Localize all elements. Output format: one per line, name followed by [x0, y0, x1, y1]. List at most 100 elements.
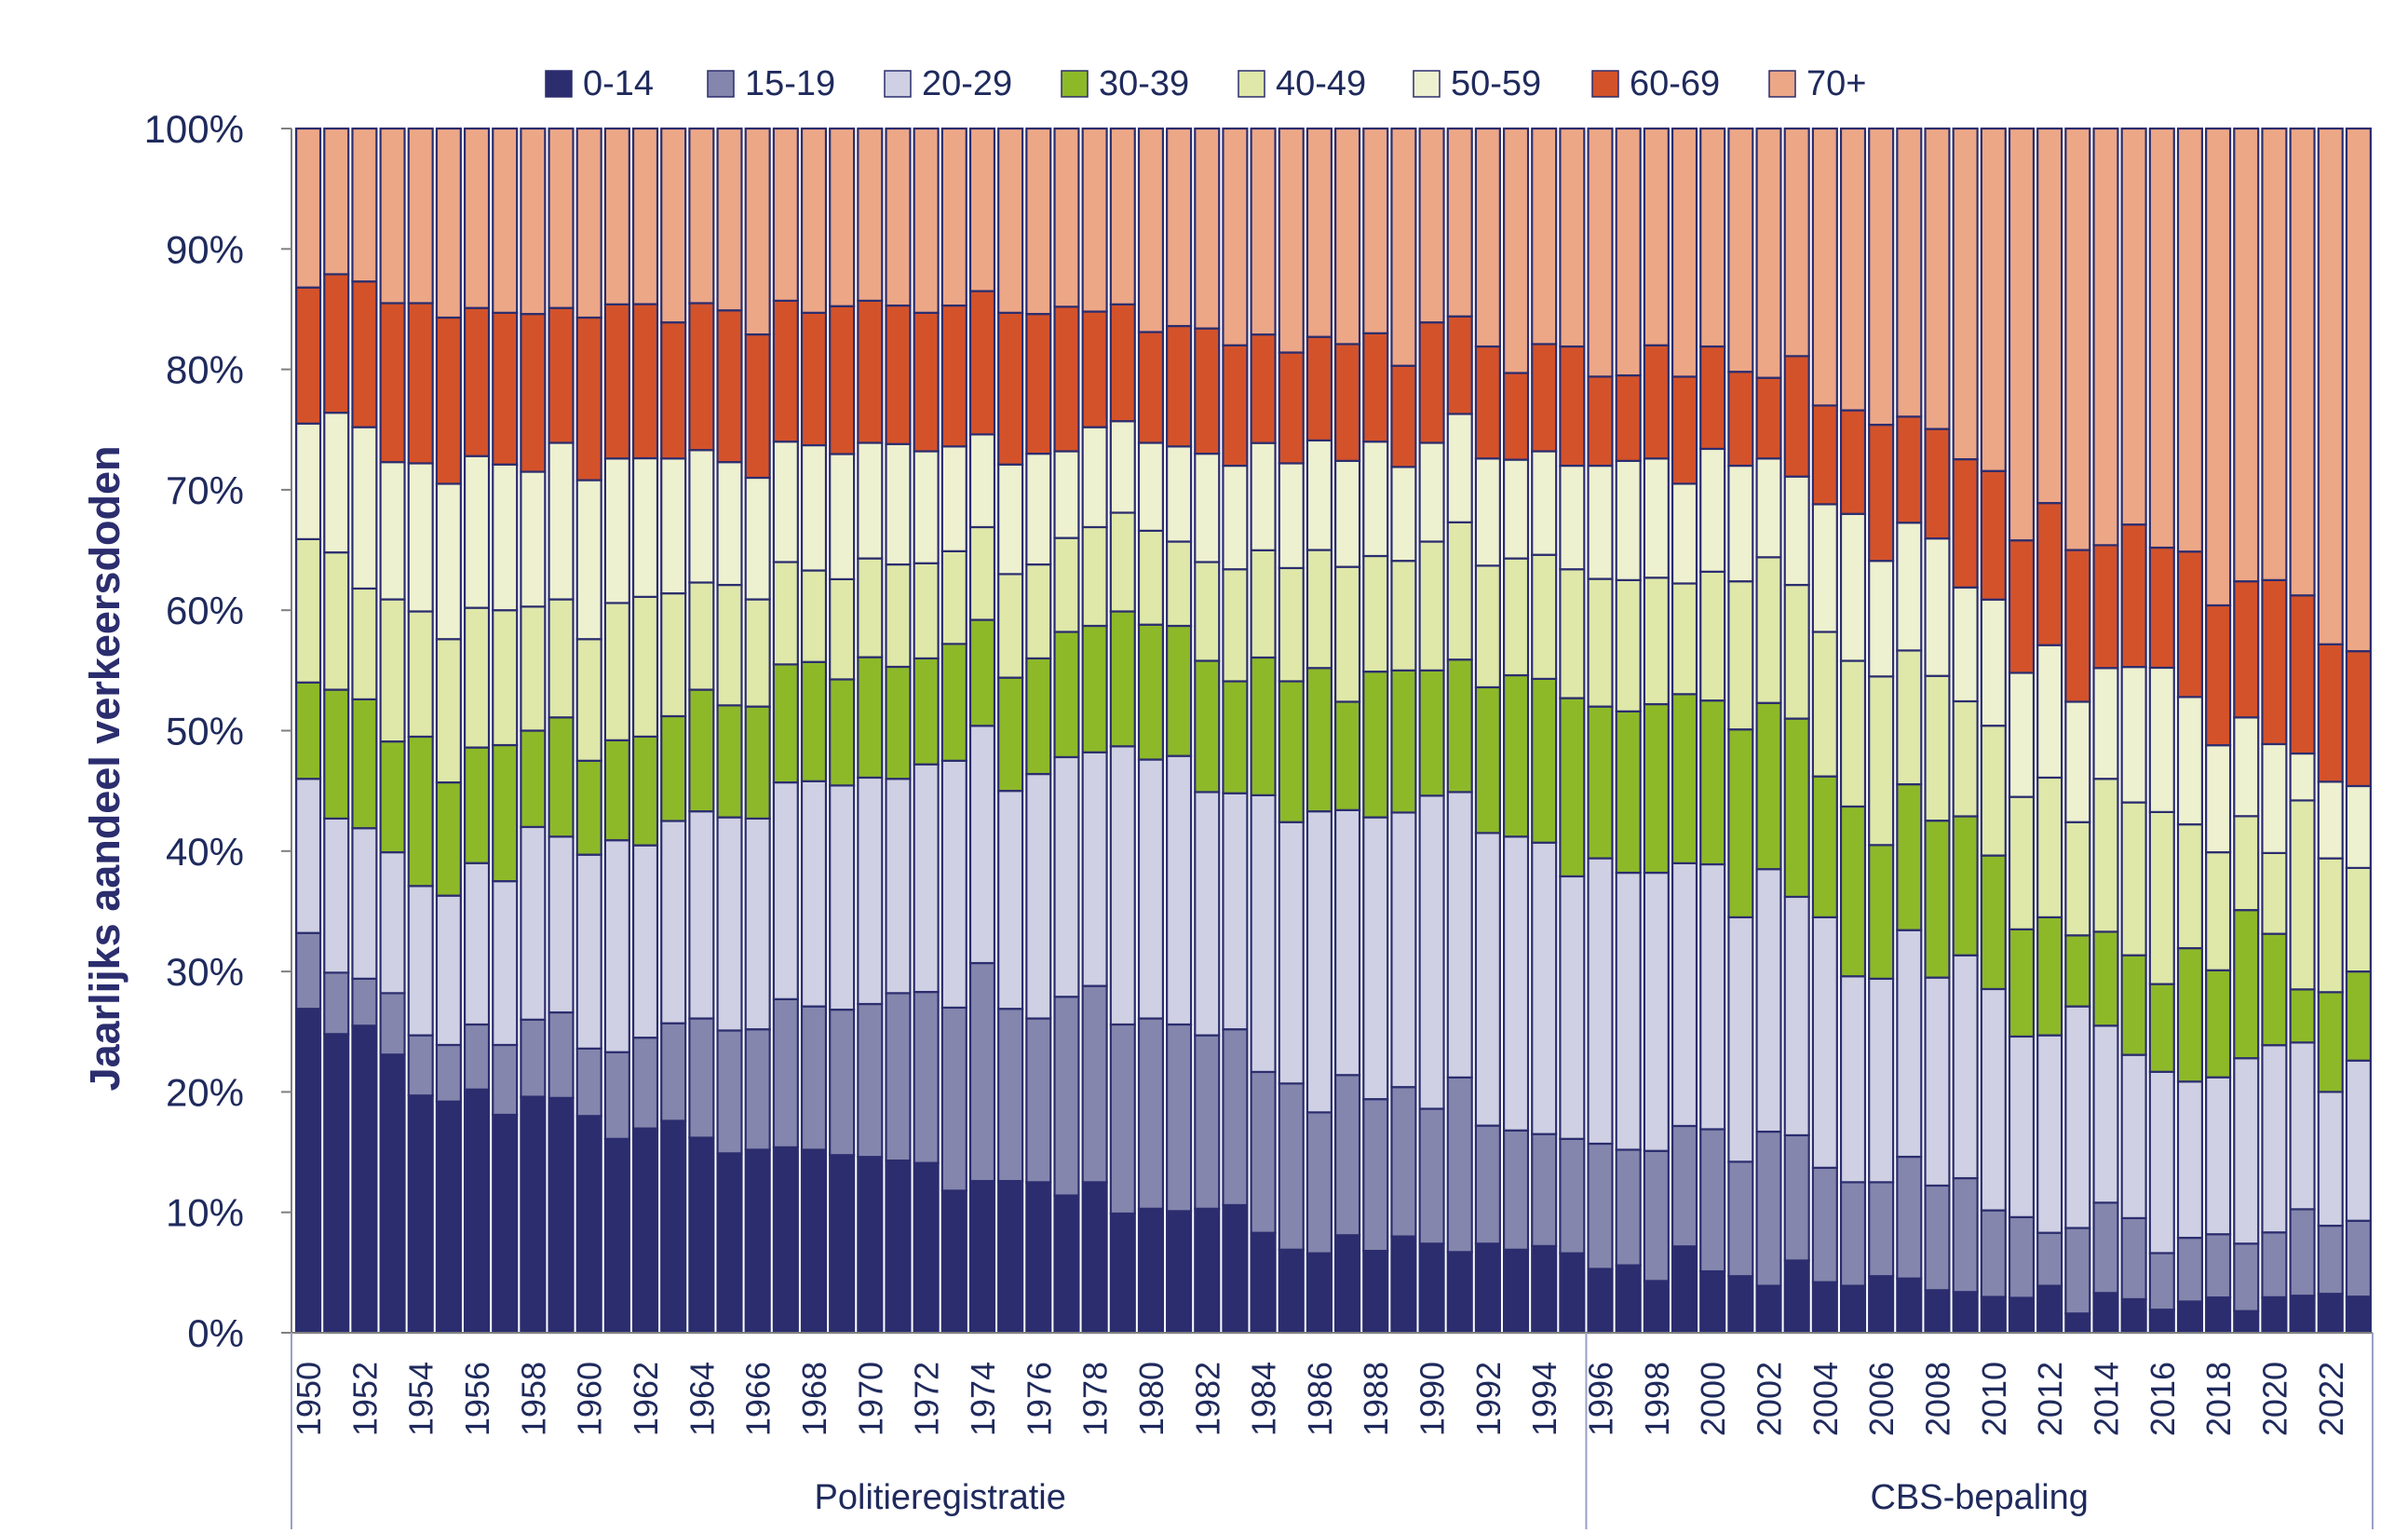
bar-segment-30-39-2023 — [2345, 970, 2372, 1062]
bar-segment-60-69-1950 — [295, 286, 322, 425]
bar-segment-50-59-2010 — [1980, 598, 2007, 727]
bar-segment-20-29-1953 — [379, 850, 406, 995]
bar-segment-40-49-1997 — [1615, 578, 1642, 712]
bar-segment-60-69-1971 — [885, 304, 912, 445]
bar-segment-40-49-1969 — [829, 577, 856, 681]
x-tick-label: 2020 — [2255, 1362, 2293, 1436]
bar-segment-40-49-1970 — [857, 557, 884, 658]
bar-segment-30-39-1959 — [548, 716, 575, 838]
legend: 0-14 15-19 20-29 30-39 40-49 50-59 60-69 70+ — [545, 64, 1866, 103]
bar-segment-0-14-1996 — [1587, 1268, 1614, 1335]
bar-segment-20-29-1974 — [968, 725, 996, 965]
bar-segment-20-29-1985 — [1278, 821, 1305, 1085]
bar-segment-30-39-1987 — [1334, 700, 1361, 811]
bar-segment-30-39-1996 — [1587, 705, 1614, 860]
bar-segment-60-69-1986 — [1305, 335, 1333, 441]
bar-stack-1965 — [716, 127, 743, 1335]
bar-segment-15-19-2019 — [2233, 1242, 2260, 1312]
bar-segment-60-69-2018 — [2205, 604, 2232, 747]
bar-segment-50-59-1979 — [1109, 420, 1136, 514]
legend-swatch — [545, 70, 573, 98]
legend-label: 60-69 — [1630, 64, 1720, 103]
bar-stack-2014 — [2092, 127, 2119, 1335]
bar-segment-40-49-2018 — [2205, 851, 2232, 971]
bar-stack-1975 — [997, 127, 1024, 1335]
bar-segment-0-14-1969 — [829, 1154, 856, 1335]
bar-segment-50-59-1966 — [744, 476, 771, 601]
bar-segment-20-29-1952 — [351, 827, 378, 980]
bar-segment-60-69-1973 — [940, 304, 967, 448]
bar-segment-20-29-1968 — [800, 780, 828, 1008]
x-tick-label: 1970 — [851, 1362, 889, 1436]
bar-stack-1974 — [968, 127, 996, 1335]
bar-segment-0-14-1990 — [1418, 1242, 1445, 1335]
bar-segment-40-49-1958 — [520, 605, 547, 732]
bar-segment-30-39-1990 — [1418, 669, 1445, 797]
bar-segment-15-19-2023 — [2345, 1219, 2372, 1298]
bar-segment-40-49-2017 — [2176, 823, 2204, 950]
bar-segment-0-14-1953 — [379, 1053, 406, 1335]
bar-segment-20-29-1967 — [772, 780, 799, 1000]
bar-segment-15-19-1987 — [1334, 1074, 1361, 1237]
bar-stack-1977 — [1053, 127, 1080, 1335]
bar-segment-70+-1983 — [1222, 127, 1249, 346]
bar-segment-15-19-1983 — [1222, 1028, 1249, 1207]
bar-stack-1964 — [688, 127, 715, 1335]
bar-segment-15-19-1972 — [913, 990, 940, 1164]
bar-segment-20-29-2009 — [1952, 954, 1979, 1180]
bar-segment-20-29-2004 — [1811, 916, 1838, 1169]
bar-segment-20-29-1976 — [1025, 772, 1052, 1020]
bar-segment-40-49-1950 — [295, 537, 322, 684]
x-tick-label: 2010 — [1975, 1362, 2013, 1436]
bar-segment-20-29-1983 — [1222, 792, 1249, 1031]
bar-segment-50-59-1954 — [407, 462, 434, 613]
bar-segment-60-69-1966 — [744, 333, 771, 480]
bar-stack-1993 — [1502, 127, 1530, 1335]
bar-stack-2009 — [1952, 127, 1979, 1335]
bar-segment-50-59-2017 — [2176, 696, 2204, 826]
bar-segment-30-39-1957 — [492, 743, 519, 883]
bar-segment-70+-2005 — [1839, 127, 1867, 412]
bar-segment-50-59-1981 — [1166, 445, 1193, 543]
bar-segment-0-14-2017 — [2176, 1300, 2204, 1335]
bar-segment-70+-2017 — [2176, 127, 2204, 553]
bar-segment-70+-2020 — [2261, 127, 2288, 581]
bar-segment-0-14-1986 — [1305, 1252, 1333, 1335]
bar-segment-70+-1993 — [1502, 127, 1530, 374]
bar-segment-20-29-1999 — [1671, 861, 1698, 1128]
bar-segment-15-19-1976 — [1025, 1017, 1052, 1184]
bar-segment-30-39-1964 — [688, 688, 715, 813]
bar-segment-40-49-1973 — [940, 549, 967, 645]
bar-segment-0-14-2001 — [1727, 1275, 1754, 1335]
bar-segment-0-14-1987 — [1334, 1234, 1361, 1335]
bar-segment-60-69-1984 — [1250, 333, 1277, 444]
x-tick-label: 1988 — [1357, 1362, 1395, 1436]
bar-segment-30-39-1956 — [463, 746, 491, 864]
bar-segment-40-49-1991 — [1446, 521, 1473, 661]
bar-stack-1986 — [1305, 127, 1333, 1335]
bar-segment-40-49-2021 — [2289, 799, 2316, 991]
bar-stack-1991 — [1446, 127, 1473, 1335]
bar-segment-30-39-2020 — [2261, 932, 2288, 1047]
bar-segment-0-14-2015 — [2120, 1297, 2147, 1335]
bar-stack-1954 — [407, 127, 434, 1335]
bar-segment-50-59-1953 — [379, 461, 406, 601]
bar-segment-60-69-1981 — [1166, 324, 1193, 448]
bar-segment-30-39-2019 — [2233, 909, 2260, 1060]
bar-segment-40-49-1974 — [968, 525, 996, 621]
bar-segment-15-19-1979 — [1109, 1023, 1136, 1215]
bar-segment-60-69-1977 — [1053, 305, 1080, 453]
bar-segment-70+-1951 — [323, 127, 350, 276]
bar-segment-0-14-1963 — [660, 1119, 687, 1335]
bar-segment-30-39-1954 — [407, 735, 434, 888]
bar-segment-15-19-2015 — [2120, 1216, 2147, 1301]
bar-segment-0-14-1984 — [1250, 1231, 1277, 1335]
bar-segment-15-19-2004 — [1811, 1166, 1838, 1283]
bar-segment-70+-1974 — [968, 127, 996, 292]
bar-segment-20-29-2019 — [2233, 1057, 2260, 1245]
bar-segment-30-39-1970 — [857, 656, 884, 780]
bar-segment-0-14-1985 — [1278, 1248, 1305, 1335]
bar-stack-2018 — [2205, 127, 2232, 1335]
bar-segment-30-39-1965 — [716, 704, 743, 819]
x-tick-label: 2014 — [2088, 1362, 2126, 1436]
